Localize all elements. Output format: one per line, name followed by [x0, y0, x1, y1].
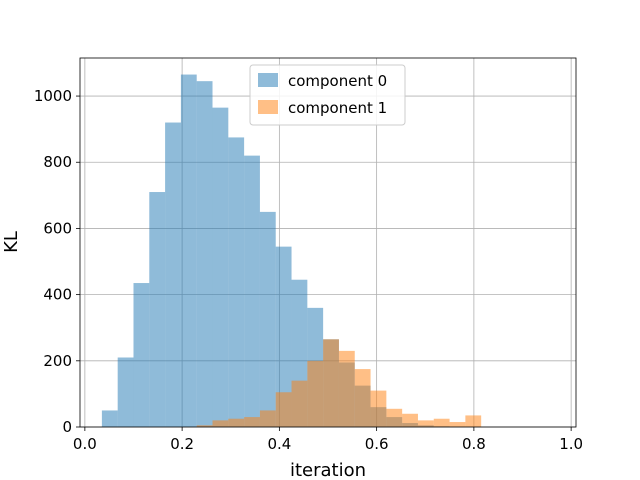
series-1-bar: [307, 360, 324, 427]
y-tick-label-1: 200: [43, 352, 72, 370]
series-1-bar: [433, 418, 450, 427]
series-1-bar: [323, 339, 339, 427]
series-0-bar: [196, 81, 213, 427]
series-1-bar: [244, 417, 260, 427]
series-0-bar: [228, 137, 245, 427]
series-1-bar: [291, 380, 308, 427]
plot-frame: [79, 57, 577, 428]
series-1-bar: [465, 415, 482, 427]
series-0-bar: [149, 192, 166, 427]
series-0-bar: [165, 122, 181, 427]
series-0-bar: [275, 246, 292, 427]
x-tick-label-0: 0.0: [73, 435, 97, 453]
series-0-bar: [212, 107, 229, 427]
legend-swatch-component-0: [258, 73, 278, 87]
series-1-bar: [196, 425, 213, 427]
y-tick-label-4: 800: [43, 153, 72, 171]
series-0-bar: [117, 357, 134, 427]
series-1-bar: [449, 422, 466, 427]
legend-frame: [249, 64, 406, 126]
series-1-bar: [228, 418, 245, 427]
series-1-bar: [370, 390, 387, 427]
y-axis-label: KL: [1, 231, 22, 253]
y-tick-label-3: 600: [43, 219, 72, 237]
y-tick-label-0: 0: [62, 418, 72, 436]
series-1-bar: [338, 350, 355, 427]
y-tick-label-2: 400: [43, 286, 72, 304]
x-tick-label-1: 0.2: [170, 435, 194, 453]
series-1-bar: [259, 410, 276, 427]
series-1-bar: [212, 420, 229, 427]
series-0-bar: [133, 283, 150, 427]
histogram-bars: [101, 74, 482, 427]
series-1-bar: [386, 408, 403, 427]
y-tick-label-5: 1000: [34, 87, 72, 105]
legend-label-component-1: component 1: [288, 99, 387, 117]
x-tick-label-3: 0.6: [365, 435, 389, 453]
x-tick-label-4: 0.8: [462, 435, 486, 453]
series-0-bar: [259, 211, 276, 427]
series-0-bar: [101, 410, 118, 427]
x-axis-label: iteration: [290, 460, 366, 480]
x-tick-label-5: 1.0: [559, 435, 583, 453]
legend-label-component-0: component 0: [288, 72, 387, 90]
legend-swatch-component-1: [258, 100, 278, 114]
series-1-bar: [354, 369, 371, 427]
series-0-bar: [180, 74, 197, 427]
axis-ticks: 0.0 0.2 0.4 0.6 0.8 1.0 0 200 400 600 800 1000: [34, 87, 583, 453]
series-1-bar: [275, 392, 292, 427]
series-0-bar: [244, 155, 260, 427]
series-1-bar: [402, 413, 418, 427]
series-1-bars: [196, 339, 482, 427]
legend: component 0 component 1: [249, 64, 406, 126]
series-1-bar: [417, 420, 434, 427]
x-tick-label-2: 0.4: [267, 435, 291, 453]
